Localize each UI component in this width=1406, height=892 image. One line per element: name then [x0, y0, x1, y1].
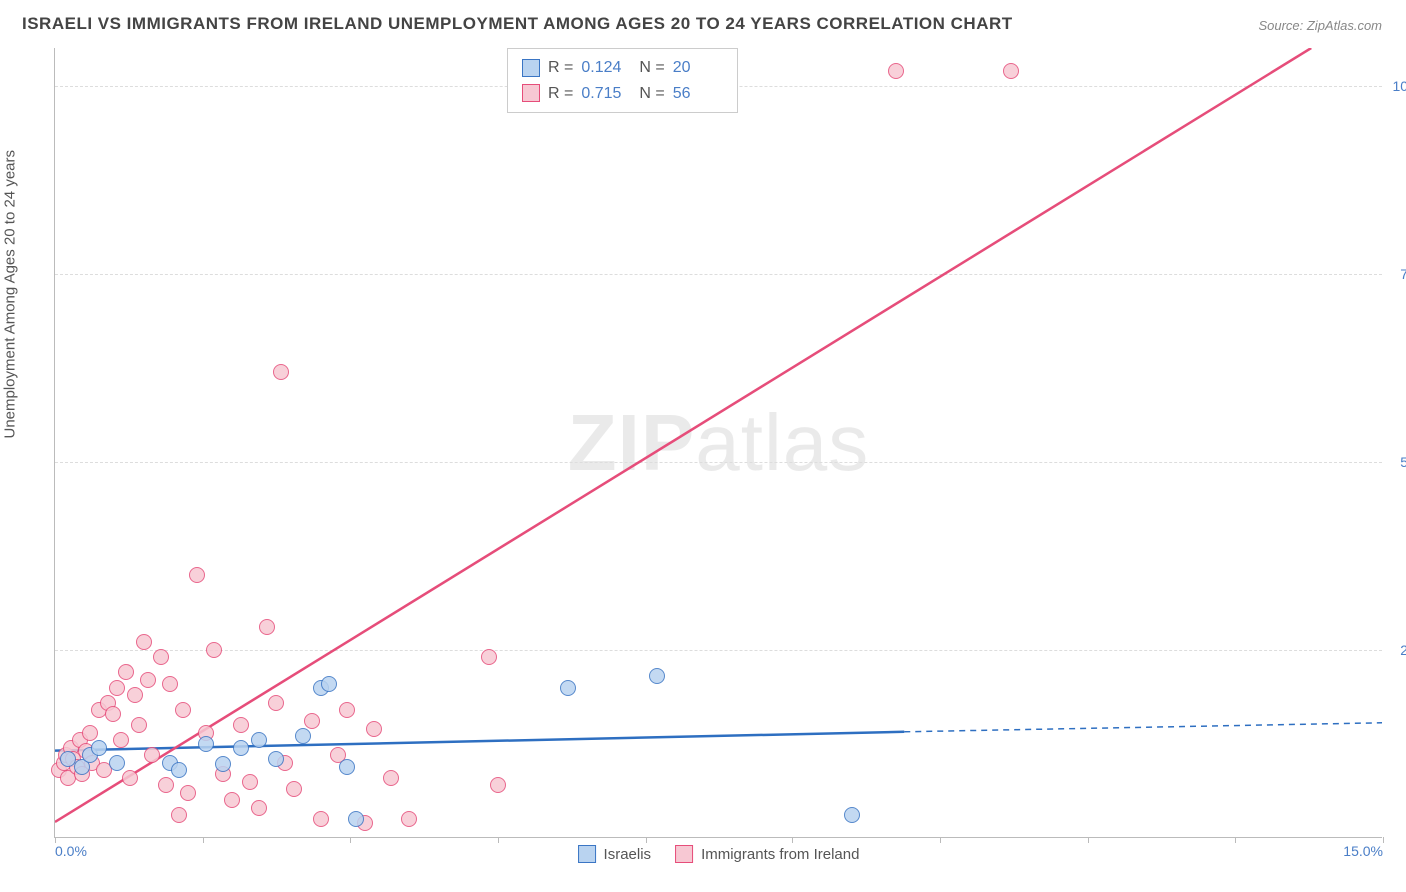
x-tick-label: 0.0%: [55, 843, 87, 859]
data-point: [127, 687, 143, 703]
data-point: [366, 721, 382, 737]
data-point: [140, 672, 156, 688]
data-point: [348, 811, 364, 827]
data-point: [122, 770, 138, 786]
data-point: [118, 664, 134, 680]
data-point: [1003, 63, 1019, 79]
data-point: [268, 695, 284, 711]
data-point: [171, 762, 187, 778]
data-point: [113, 732, 129, 748]
legend-swatch-ireland: [675, 845, 693, 863]
data-point: [109, 755, 125, 771]
stat-value-r-1: 0.715: [581, 81, 631, 107]
legend-label-israelis: Israelis: [604, 846, 652, 863]
data-point: [251, 732, 267, 748]
y-tick-label: 75.0%: [1400, 266, 1406, 282]
source-attribution: Source: ZipAtlas.com: [1258, 18, 1382, 33]
legend-label-ireland: Immigrants from Ireland: [701, 846, 859, 863]
stat-value-n-1: 56: [673, 81, 723, 107]
data-point: [304, 713, 320, 729]
x-tick-mark: [350, 837, 351, 843]
stats-row-ireland: R = 0.715 N = 56: [522, 81, 723, 107]
y-tick-label: 100.0%: [1393, 78, 1406, 94]
swatch-israelis: [522, 59, 540, 77]
data-point: [321, 676, 337, 692]
stat-label-r: R =: [548, 55, 573, 81]
data-point: [224, 792, 240, 808]
stat-value-r-0: 0.124: [581, 55, 631, 81]
correlation-stats-box: R = 0.124 N = 20 R = 0.715 N = 56: [507, 48, 738, 113]
data-point: [153, 649, 169, 665]
stat-label-n: N =: [639, 81, 664, 107]
stat-label-n: N =: [639, 55, 664, 81]
data-point: [560, 680, 576, 696]
x-tick-mark: [646, 837, 647, 843]
data-point: [82, 725, 98, 741]
x-tick-mark: [1088, 837, 1089, 843]
data-point: [251, 800, 267, 816]
gridline-h: [55, 274, 1382, 275]
data-point: [844, 807, 860, 823]
legend-item-israelis: Israelis: [578, 845, 652, 863]
data-point: [109, 680, 125, 696]
data-point: [242, 774, 258, 790]
data-point: [268, 751, 284, 767]
data-point: [401, 811, 417, 827]
data-point: [339, 759, 355, 775]
gridline-h: [55, 462, 1382, 463]
watermark-bold: ZIP: [568, 398, 695, 487]
data-point: [198, 736, 214, 752]
y-axis-label: Unemployment Among Ages 20 to 24 years: [2, 150, 19, 439]
data-point: [286, 781, 302, 797]
legend-swatch-israelis: [578, 845, 596, 863]
data-point: [215, 756, 231, 772]
stats-row-israelis: R = 0.124 N = 20: [522, 55, 723, 81]
data-point: [295, 728, 311, 744]
data-point: [189, 567, 205, 583]
legend-item-ireland: Immigrants from Ireland: [675, 845, 859, 863]
watermark-light: atlas: [695, 398, 869, 487]
data-point: [158, 777, 174, 793]
data-point: [233, 740, 249, 756]
data-point: [888, 63, 904, 79]
y-tick-label: 50.0%: [1400, 454, 1406, 470]
x-tick-mark: [1235, 837, 1236, 843]
data-point: [273, 364, 289, 380]
data-point: [105, 706, 121, 722]
data-point: [313, 811, 329, 827]
x-tick-mark: [940, 837, 941, 843]
data-point: [383, 770, 399, 786]
data-point: [171, 807, 187, 823]
plot-area: ZIPatlas 25.0%50.0%75.0%100.0% 0.0%15.0%…: [54, 48, 1382, 838]
data-point: [206, 642, 222, 658]
chart-title: ISRAELI VS IMMIGRANTS FROM IRELAND UNEMP…: [22, 14, 1013, 34]
data-point: [233, 717, 249, 733]
data-point: [144, 747, 160, 763]
x-tick-mark: [1383, 837, 1384, 843]
data-point: [339, 702, 355, 718]
x-tick-label: 15.0%: [1343, 843, 1383, 859]
swatch-ireland: [522, 84, 540, 102]
data-point: [259, 619, 275, 635]
x-tick-mark: [498, 837, 499, 843]
stat-value-n-0: 20: [673, 55, 723, 81]
data-point: [180, 785, 196, 801]
stat-label-r: R =: [548, 81, 573, 107]
data-point: [162, 676, 178, 692]
watermark: ZIPatlas: [568, 397, 869, 489]
legend-bottom: Israelis Immigrants from Ireland: [578, 845, 860, 863]
gridline-h: [55, 650, 1382, 651]
y-tick-label: 25.0%: [1400, 642, 1406, 658]
data-point: [91, 740, 107, 756]
data-point: [131, 717, 147, 733]
data-point: [175, 702, 191, 718]
chart-svg: [55, 48, 1382, 837]
data-point: [481, 649, 497, 665]
x-tick-mark: [792, 837, 793, 843]
data-point: [490, 777, 506, 793]
data-point: [649, 668, 665, 684]
x-tick-mark: [203, 837, 204, 843]
data-point: [136, 634, 152, 650]
